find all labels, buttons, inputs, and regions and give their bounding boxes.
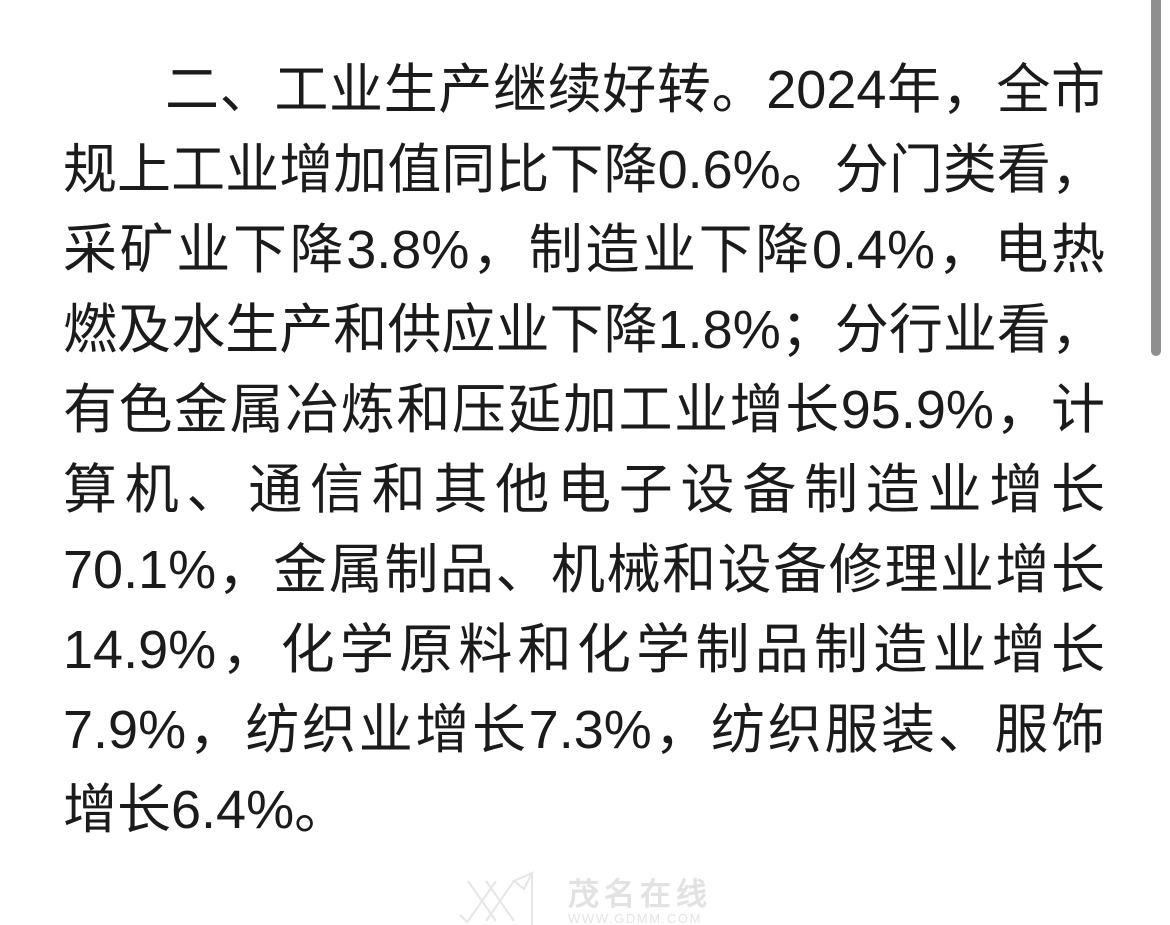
paragraph-line: 增长6.4%。 bbox=[63, 780, 349, 840]
watermark-url: WWW.GDMM.COM bbox=[568, 911, 703, 925]
paragraph-line: 燃及水生产和供应业下降1.8%；分行业看， bbox=[63, 300, 1105, 360]
scrollbar-thumb[interactable] bbox=[1151, 0, 1161, 356]
watermark-logo-icon bbox=[459, 870, 535, 925]
paragraph-line: 70.1%，金属制品、机械和设备修理业增长 bbox=[63, 540, 1105, 600]
paragraph-line: 采矿业下降3.8%，制造业下降0.4%，电热 bbox=[63, 220, 1105, 280]
paragraph-line: 二、工业生产继续好转。2024年，全市 bbox=[165, 60, 1105, 120]
watermark: 茂名在线 WWW.GDMM.COM bbox=[458, 867, 712, 925]
paragraph-line: 7.9%，纺织业增长7.3%，纺织服装、服饰业 bbox=[63, 700, 1105, 760]
paragraph-line: 算机、通信和其他电子设备制造业增长 bbox=[63, 460, 1105, 520]
paragraph-line: 规上工业增加值同比下降0.6%。分门类看， bbox=[63, 140, 1105, 200]
paragraph-line: 14.9%，化学原料和化学制品制造业增长 bbox=[63, 620, 1105, 680]
paragraph-line: 有色金属冶炼和压延加工业增长95.9%，计 bbox=[63, 380, 1105, 440]
article-paragraph: 二、工业生产继续好转。2024年，全市 规上工业增加值同比下降0.6%。分门类看… bbox=[63, 50, 1105, 850]
watermark-brand: 茂名在线 bbox=[568, 877, 712, 912]
watermark-text: 茂名在线 WWW.GDMM.COM bbox=[568, 879, 712, 925]
